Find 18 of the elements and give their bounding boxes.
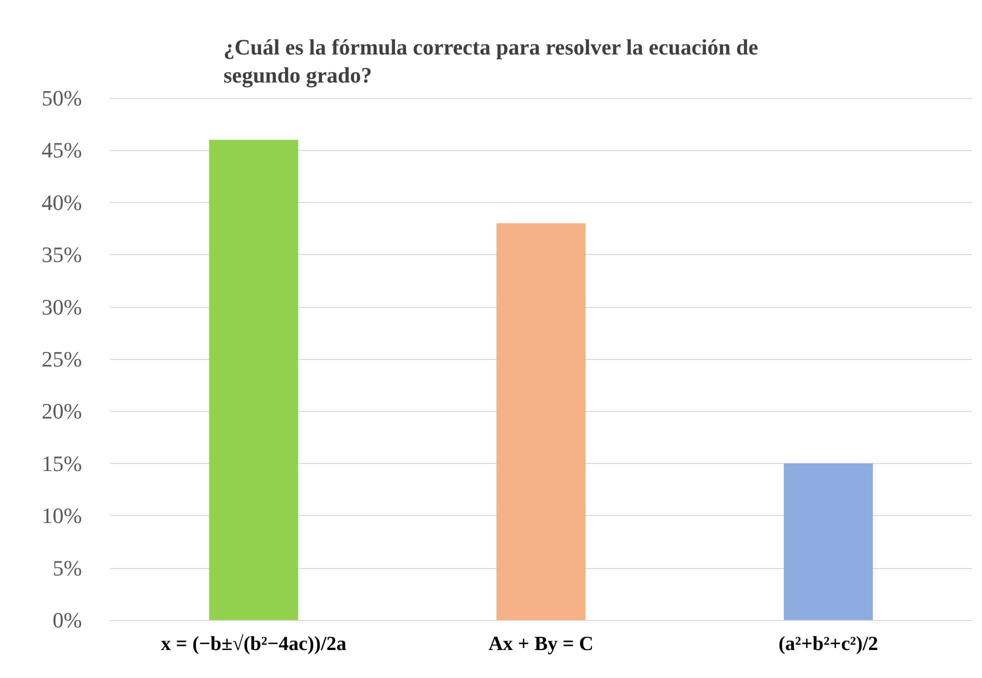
y-tick-label: 5% [52, 555, 82, 580]
y-tick-label: 35% [42, 242, 82, 268]
y-tick-label: 30% [42, 294, 82, 320]
y-tick-label: 15% [42, 450, 82, 476]
x-tick-label: Ax + By = C [488, 633, 594, 655]
y-tick-label: 50% [42, 86, 82, 110]
chart-title: ¿Cuál es la fórmula correcta para resolver la ecuación de segundo grado? [223, 34, 758, 88]
bar [209, 140, 298, 620]
y-tick-label: 20% [42, 398, 82, 424]
y-tick-label: 45% [42, 138, 82, 163]
y-tick-label: 0% [52, 608, 82, 632]
x-tick-label: (a²+b²+c²)/2 [778, 633, 878, 655]
y-tick-label: 40% [42, 190, 82, 215]
bar [496, 223, 586, 620]
bar [784, 463, 873, 620]
x-tick-label: x = (−b±√(b²−4ac))/2a [160, 633, 346, 655]
y-tick-label: 25% [42, 346, 82, 372]
y-tick-label: 10% [42, 503, 82, 528]
